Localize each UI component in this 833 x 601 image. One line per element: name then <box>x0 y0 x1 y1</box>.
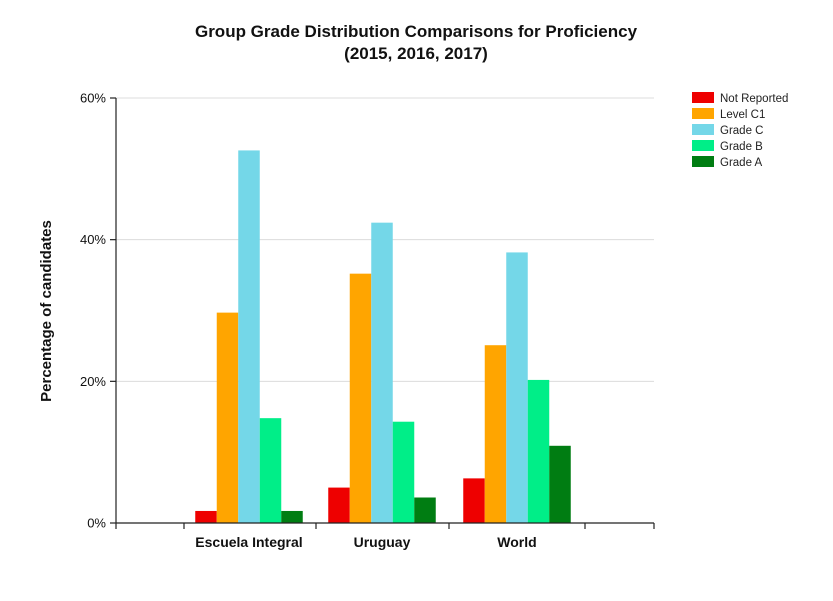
bar-level-c1 <box>484 345 507 523</box>
legend-swatch <box>692 124 714 135</box>
bar-grade-c <box>506 252 528 523</box>
bar-grade-a <box>549 445 571 523</box>
bar-grade-b <box>392 421 415 523</box>
y-tick-label: 60% <box>80 91 106 106</box>
bar-not-reported <box>463 478 485 523</box>
bar-grade-b <box>259 418 282 523</box>
bar-level-c1 <box>349 273 372 523</box>
bar-grade-a <box>414 497 436 523</box>
bar-not-reported <box>195 510 217 523</box>
bars <box>195 150 571 523</box>
y-ticks: 0% 20% 40% 60% <box>80 91 116 531</box>
bar-grade-c <box>371 222 393 523</box>
bar-grade-b <box>527 379 550 523</box>
y-tick-label: 40% <box>80 232 106 247</box>
legend: Not Reported Level C1 Grade C Grade B Grade … <box>692 92 788 169</box>
chart-subtitle: (2015, 2016, 2017) <box>344 44 488 63</box>
y-tick-label: 20% <box>80 374 106 389</box>
bar-level-c1 <box>216 312 239 523</box>
bar-grade-a <box>281 510 303 523</box>
bar-grade-c <box>238 150 260 523</box>
legend-label: Not Reported <box>720 93 788 105</box>
legend-label: Grade B <box>720 141 763 153</box>
x-tick-label: World <box>497 534 536 550</box>
legend-swatch <box>692 92 714 103</box>
axes <box>115 98 654 524</box>
y-tick-label: 0% <box>87 516 106 531</box>
x-tick-label: Uruguay <box>354 534 411 550</box>
legend-label: Level C1 <box>720 109 765 121</box>
legend-label: Grade C <box>720 125 763 137</box>
legend-swatch <box>692 156 714 167</box>
legend-swatch <box>692 140 714 151</box>
x-tick-label: Escuela Integral <box>195 534 302 550</box>
y-axis-label: Percentage of candidates <box>38 220 55 402</box>
x-ticks: Escuela Integral Uruguay World <box>115 523 655 550</box>
legend-swatch <box>692 108 714 119</box>
bar-not-reported <box>328 487 350 523</box>
chart-title: Group Grade Distribution Comparisons for… <box>195 22 638 41</box>
legend-label: Grade A <box>720 157 763 169</box>
